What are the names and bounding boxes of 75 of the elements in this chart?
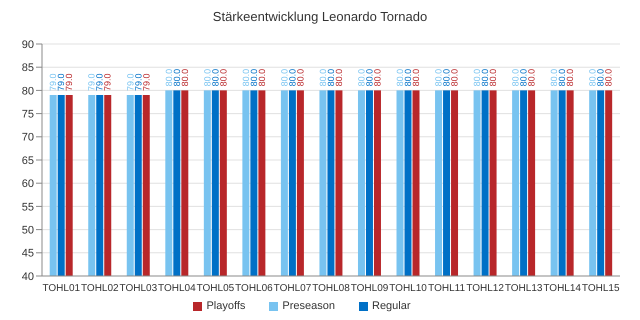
y-tick-label: 40 — [22, 270, 34, 283]
data-label: 80.0 — [565, 68, 576, 86]
data-label: 79.0 — [86, 74, 97, 92]
data-label: 80.0 — [372, 68, 382, 86]
data-label: 80.0 — [287, 68, 298, 86]
data-label: 79.0 — [102, 74, 113, 92]
data-label: 80.0 — [180, 68, 190, 86]
x-tick-label: TOHL01 — [42, 283, 81, 294]
y-tick-label: 75 — [22, 108, 34, 121]
data-label: 80.0 — [326, 68, 336, 86]
data-label: 80.0 — [318, 68, 328, 86]
x-tick-label: TOHL10 — [389, 283, 428, 294]
x-tick-label: TOHL05 — [196, 283, 235, 294]
legend-label: Playoffs — [206, 300, 246, 312]
data-label: 80.0 — [480, 68, 490, 86]
x-tick-label: TOHL09 — [350, 283, 389, 294]
y-tick-label: 85 — [22, 62, 34, 74]
chart-title: Stärkeentwicklung Leonardo Tornado — [212, 8, 428, 26]
data-label: 80.0 — [403, 68, 414, 86]
data-label: 80.0 — [518, 68, 529, 86]
data-label: 80.0 — [172, 68, 182, 86]
x-tick-label: TOHL08 — [312, 283, 350, 294]
x-tick-label: TOHL12 — [466, 283, 504, 294]
data-label: 80.0 — [248, 68, 259, 86]
data-label: 80.0 — [604, 68, 614, 86]
y-tick-label: 65 — [22, 154, 34, 167]
data-label: 79.0 — [94, 74, 105, 92]
x-tick-label: TOHL15 — [582, 283, 620, 294]
data-label: 80.0 — [596, 68, 606, 86]
y-tick-label: 55 — [22, 201, 34, 214]
data-label: 80.0 — [588, 68, 598, 86]
data-label: 80.0 — [526, 68, 537, 86]
data-label: 79.0 — [48, 74, 58, 92]
x-tick-label: TOHL13 — [504, 283, 543, 294]
data-label: 80.0 — [510, 68, 521, 86]
data-label: 80.0 — [356, 68, 366, 86]
data-label: 80.0 — [434, 68, 444, 86]
y-tick-label: 90 — [22, 38, 34, 51]
legend-label: Preseason — [282, 300, 335, 312]
data-label: 79.0 — [141, 74, 152, 92]
data-label: 80.0 — [334, 68, 344, 86]
data-label: 80.0 — [488, 68, 498, 86]
data-label: 80.0 — [202, 68, 212, 86]
data-label: 79.0 — [133, 74, 144, 92]
data-label: 80.0 — [279, 68, 290, 86]
data-label: 80.0 — [240, 68, 251, 86]
x-tick-label: TOHL04 — [158, 283, 196, 294]
data-label: 80.0 — [364, 68, 374, 86]
data-label: 80.0 — [549, 68, 560, 86]
data-label: 79.0 — [64, 74, 74, 92]
data-label: 80.0 — [472, 68, 482, 86]
x-tick-label: TOHL07 — [274, 283, 312, 294]
y-tick-label: 70 — [22, 132, 34, 144]
data-label: 80.0 — [164, 68, 174, 86]
x-tick-label: TOHL14 — [543, 283, 582, 294]
data-label: 80.0 — [295, 68, 306, 86]
data-label: 79.0 — [56, 74, 66, 92]
legend-label: Regular — [372, 300, 411, 312]
data-label: 80.0 — [395, 68, 406, 86]
data-label: 80.0 — [218, 68, 228, 86]
x-tick-label: TOHL06 — [235, 283, 274, 294]
y-tick-label: 45 — [22, 248, 34, 260]
data-label: 80.0 — [411, 68, 422, 86]
data-label: 80.0 — [256, 68, 267, 86]
data-label: 80.0 — [210, 68, 220, 86]
y-tick-label: 80 — [22, 85, 34, 98]
data-label: 80.0 — [442, 68, 452, 86]
data-label: 80.0 — [557, 68, 568, 86]
x-tick-label: TOHL02 — [80, 283, 120, 294]
y-tick-label: 60 — [22, 178, 34, 190]
y-tick-label: 50 — [22, 224, 34, 237]
x-tick-label: TOHL11 — [428, 283, 466, 294]
data-label: 79.0 — [125, 74, 136, 92]
data-label: 80.0 — [450, 68, 460, 86]
x-tick-label: TOHL03 — [120, 283, 158, 294]
